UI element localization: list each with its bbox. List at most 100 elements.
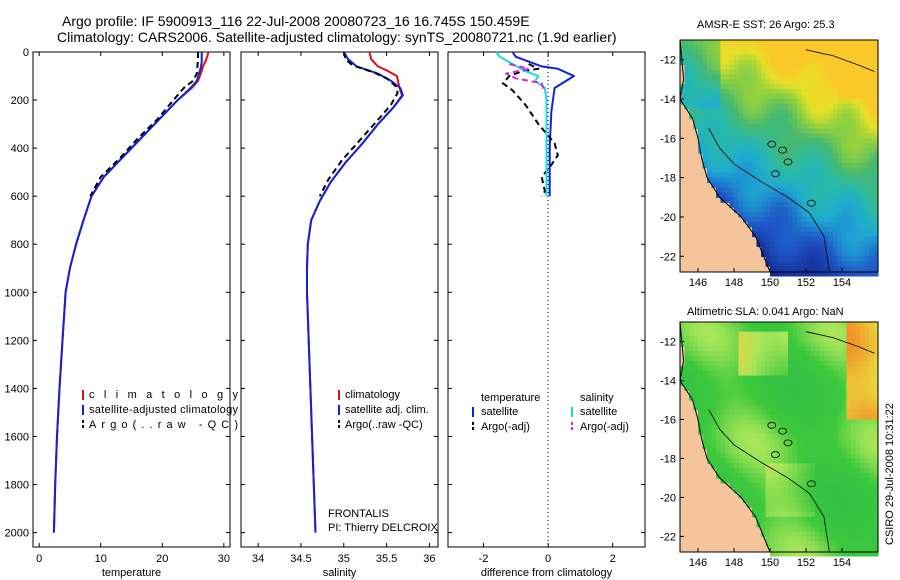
map-cell <box>779 241 785 247</box>
map-cell <box>783 468 789 474</box>
map-cell <box>716 443 722 450</box>
map-cell <box>819 487 825 494</box>
map-cell <box>698 424 704 430</box>
map-cell <box>837 380 843 386</box>
map-cell <box>770 443 776 450</box>
map-cell <box>855 40 861 46</box>
map-cell <box>846 429 852 435</box>
map-cell <box>756 492 762 499</box>
map-cell <box>819 409 825 416</box>
map-cell <box>788 541 794 547</box>
sst-map <box>679 39 879 277</box>
map-cell <box>855 404 861 411</box>
map-cell <box>774 246 780 252</box>
map-cell <box>842 526 848 533</box>
map-cell <box>756 64 762 71</box>
map-cell <box>783 108 789 115</box>
map-cell <box>693 118 699 125</box>
map-cell <box>779 361 785 367</box>
map-cell <box>824 207 830 213</box>
map-cell <box>797 138 803 144</box>
map-cell <box>707 443 713 450</box>
map-cell <box>851 231 857 238</box>
map-cell <box>855 477 861 484</box>
map-cell <box>797 546 803 552</box>
map-cell <box>761 103 767 110</box>
map-cell <box>860 89 866 95</box>
map-cell <box>761 143 767 149</box>
map-cell <box>855 512 861 518</box>
map-cell <box>761 497 767 503</box>
map-cell <box>761 438 767 445</box>
map-cell <box>842 99 848 105</box>
map-cell <box>855 487 861 494</box>
map-cell <box>770 99 776 105</box>
map-cell <box>801 207 807 213</box>
map-cell <box>761 246 767 252</box>
map-cell <box>761 216 767 223</box>
map-cell <box>797 404 803 411</box>
map-cell <box>788 424 794 430</box>
map-cell <box>693 346 699 352</box>
map-cell <box>738 64 744 71</box>
map-cell <box>747 400 753 406</box>
map-cell <box>824 341 830 347</box>
map-cell <box>783 531 789 537</box>
map-cell <box>725 113 731 120</box>
map-cell <box>828 202 834 208</box>
map-cell <box>855 331 861 338</box>
map-cell <box>783 241 789 247</box>
map-cell <box>756 507 762 513</box>
map-cell <box>729 409 735 416</box>
map-cell <box>837 531 843 537</box>
map-cell <box>819 59 825 66</box>
map-cell <box>869 385 875 391</box>
map-cell <box>855 207 861 213</box>
map-cell <box>846 133 852 139</box>
map-cell <box>743 49 749 56</box>
map-cell <box>711 128 717 134</box>
map-cell <box>842 546 848 552</box>
map-cell <box>747 94 753 100</box>
map-cell <box>846 482 852 489</box>
map-cell <box>815 473 821 479</box>
map-cell <box>774 512 780 518</box>
map-cell <box>783 395 789 401</box>
map-cell <box>761 375 767 382</box>
map-cell <box>693 84 699 90</box>
map-cell <box>815 148 821 154</box>
map-cell <box>725 414 731 421</box>
map-cell <box>842 221 848 228</box>
map-cell <box>770 473 776 479</box>
map-cell <box>842 414 848 421</box>
map-cell <box>873 143 879 149</box>
map-cell <box>734 341 740 347</box>
map-cell <box>707 414 713 421</box>
map-cell <box>788 497 794 503</box>
map-cell <box>869 370 875 377</box>
map-cell <box>855 516 861 523</box>
map-cell <box>788 434 794 440</box>
map-cell <box>707 336 713 343</box>
map-cell <box>761 336 767 343</box>
map-cell <box>689 44 695 51</box>
map-cell <box>828 468 834 474</box>
map-cell <box>707 331 713 338</box>
map-cell <box>747 138 753 144</box>
map-cell <box>837 541 843 547</box>
map-cell <box>873 236 879 243</box>
map-cell <box>806 251 812 257</box>
map-cell <box>707 113 713 120</box>
map-cell <box>815 192 821 198</box>
map-cell <box>851 79 857 85</box>
map-cell <box>765 468 771 474</box>
map-cell <box>729 448 735 455</box>
map-cell <box>819 261 825 267</box>
map-cell <box>815 271 821 277</box>
map-cell <box>797 172 803 179</box>
map-cell <box>725 375 731 382</box>
map-cell <box>698 385 704 391</box>
map-cell <box>725 143 731 149</box>
map-cell <box>855 162 861 169</box>
map-cell <box>864 187 870 193</box>
